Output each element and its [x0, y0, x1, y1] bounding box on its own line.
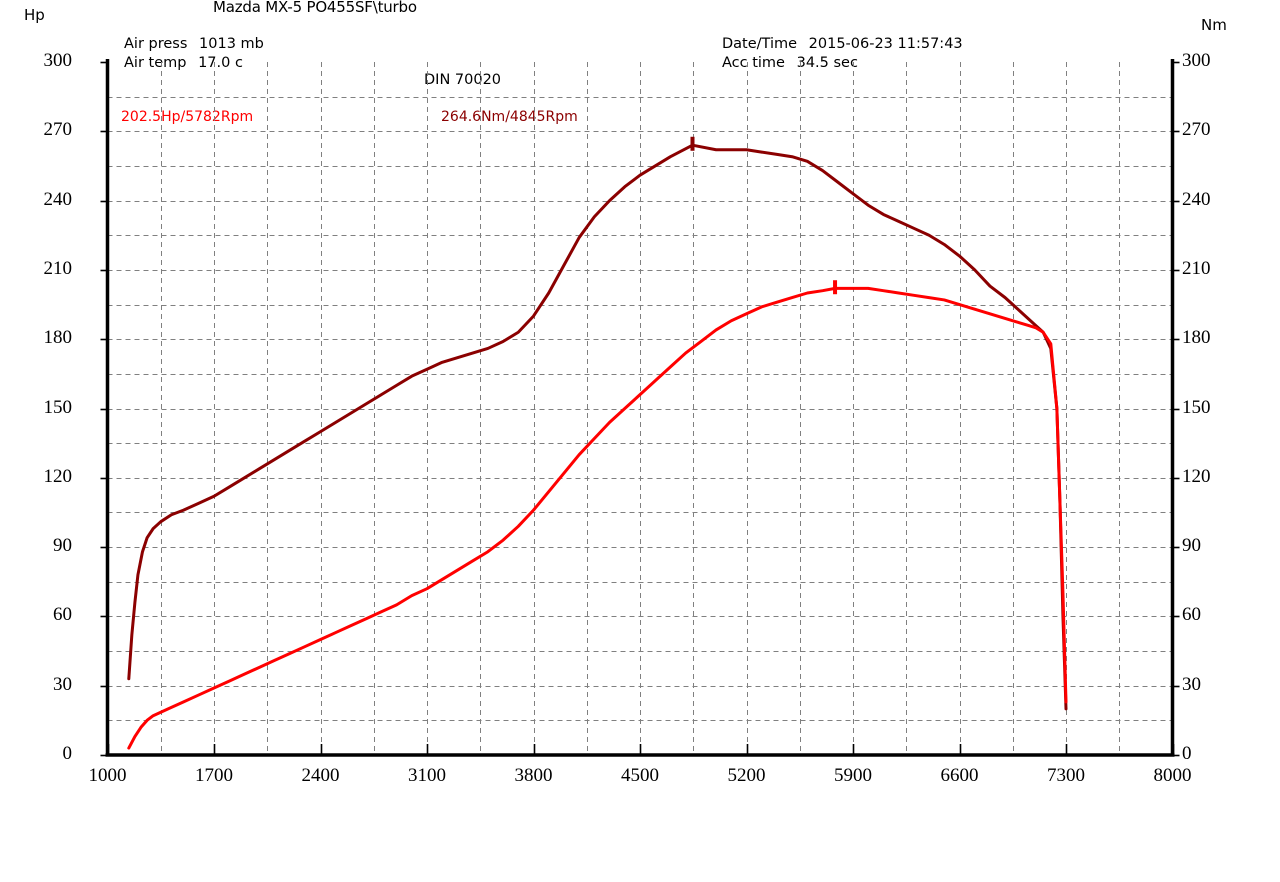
air-press-value: 1013 mb: [199, 36, 264, 52]
y-axis-label-right: 90: [1182, 535, 1201, 557]
y-axis-label-left: 240: [43, 188, 73, 210]
y-axis-label-left: 180: [43, 327, 73, 349]
series-line-torque: [127, 143, 1068, 711]
y-axis-label-right: 60: [1182, 604, 1201, 626]
x-axis-label: 2400: [301, 765, 340, 786]
air-press-label: Air press: [124, 36, 188, 52]
ambient-info-block: Air press 1013 mb Air temp 17.0 c: [124, 35, 264, 73]
x-axis-label: 1700: [195, 765, 233, 786]
x-axis-label: 4500: [621, 765, 659, 786]
date-time-row: Date/Time 2015-06-23 11:57:43: [722, 35, 963, 54]
y-axis-label-left: 210: [43, 257, 73, 279]
series-line-power: [127, 286, 1068, 750]
air-temp-label: Air temp: [124, 55, 187, 71]
x-axis-label: 1000: [88, 765, 127, 786]
acc-time-label: Acc time: [722, 55, 785, 71]
x-axis-label: 8000: [1153, 765, 1192, 786]
x-axis-label: 5900: [834, 765, 872, 786]
peak-power-annotation: 202.5Hp/5782Rpm: [121, 109, 254, 125]
y-axis-label-right: 120: [1182, 465, 1211, 487]
y-axis-label-right: 300: [1182, 50, 1211, 71]
footer-bar: WST R garage Profesjonalny chiptuning or…: [0, 795, 1280, 882]
x-axis-label: 3100: [408, 765, 446, 786]
y-axis-label-right: 240: [1182, 188, 1211, 210]
din-standard-label: DIN 70020: [424, 72, 502, 88]
y-axis-label-right: 180: [1182, 327, 1211, 349]
run-info-block: Date/Time 2015-06-23 11:57:43 Acc time 3…: [722, 35, 963, 73]
peak-torque-annotation: 264.6Nm/4845Rpm: [441, 109, 578, 125]
left-axis-unit-label: Hp: [24, 6, 45, 24]
air-temp-value: 17.0 c: [198, 55, 243, 71]
air-press-row: Air press 1013 mb: [124, 35, 264, 54]
date-time-label: Date/Time: [722, 36, 798, 52]
y-axis-label-right: 0: [1182, 743, 1192, 764]
x-axis-label: 6600: [940, 765, 979, 786]
y-axis-label-left: 90: [53, 535, 72, 557]
chart-title: Mazda MX-5 PO455SF\turbo: [213, 0, 417, 16]
y-axis-label-right: 30: [1182, 673, 1201, 695]
right-axis-unit-label: Nm: [1201, 16, 1227, 34]
x-axis-label: 5200: [727, 765, 766, 786]
y-axis-label-left: 120: [43, 465, 73, 487]
y-axis-label-left: 60: [53, 604, 72, 626]
x-axis-label: 7300: [1047, 765, 1085, 786]
acc-time-value: 34.5 sec: [796, 55, 858, 71]
y-axis-label-right: 150: [1182, 396, 1211, 418]
y-axis-label-left: 30: [53, 673, 72, 695]
date-time-value: 2015-06-23 11:57:43: [808, 36, 963, 52]
y-axis-label-left: 0: [62, 743, 73, 764]
y-axis-label-right: 210: [1182, 257, 1211, 279]
air-temp-row: Air temp 17.0 c: [124, 54, 264, 73]
y-axis-label-right: 270: [1182, 119, 1211, 141]
acc-time-row: Acc time 34.5 sec: [722, 54, 963, 73]
x-axis-label: 3800: [514, 765, 553, 786]
y-axis-label-left: 300: [43, 50, 73, 71]
y-axis-label-left: 150: [43, 396, 73, 418]
y-axis-label-left: 270: [43, 119, 73, 141]
